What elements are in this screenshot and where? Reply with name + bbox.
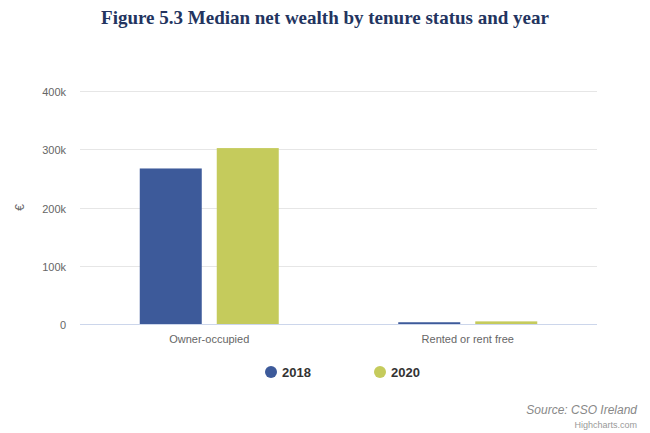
legend: 2018 2020 [265,365,420,380]
x-tick-label: Owner-occupied [169,333,249,345]
background [0,0,650,433]
y-tick-label: 0 [60,319,66,331]
bar [398,322,460,324]
title: Figure 5.3 Median net wealth by tenure s… [101,7,549,28]
y-tick-label: 300k [42,144,66,156]
credits: Highcharts.com [574,420,637,430]
grid-line [80,324,597,325]
source: Source: CSO Ireland [526,403,637,417]
grid-line [80,149,597,150]
legend-label: 2020 [391,365,420,380]
bar [217,148,279,324]
legend-marker [265,366,277,378]
y-axis-label: € [13,204,27,211]
legend-label: 2018 [282,365,311,380]
chart: Figure 5.3 Median net wealth by tenure s… [0,0,650,433]
bar [140,168,202,324]
y-tick-label: 400k [42,86,66,98]
x-tick-label: Rented or rent free [422,333,514,345]
bar [475,321,537,324]
grid-line [80,91,597,92]
legend-marker [374,366,386,378]
y-tick-label: 200k [42,203,66,215]
x-axis-line [80,324,597,325]
y-tick-label: 100k [42,261,66,273]
